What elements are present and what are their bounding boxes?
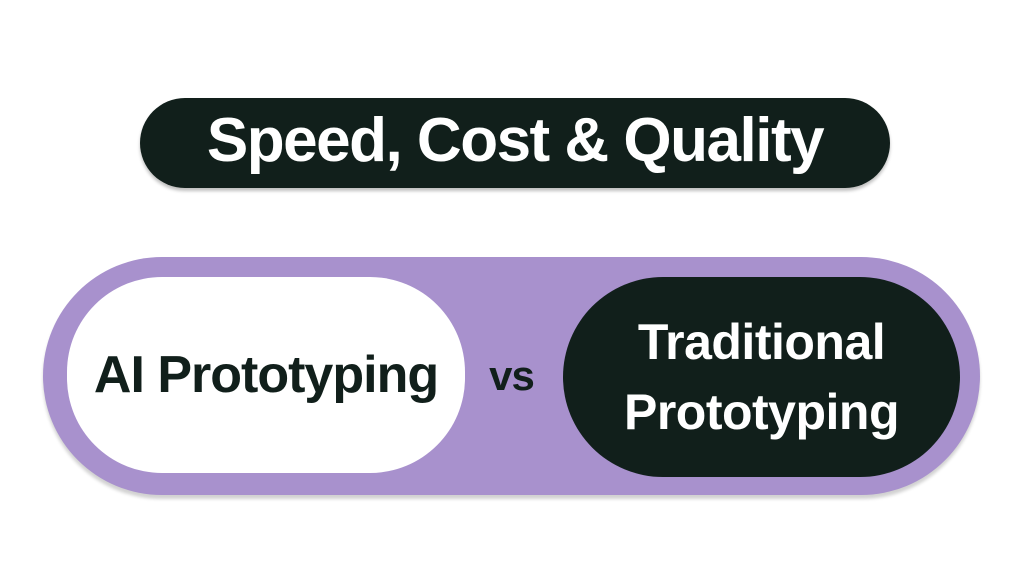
option-traditional-prototyping: Traditional Prototyping bbox=[563, 277, 960, 477]
title-text: Speed, Cost & Quality bbox=[206, 106, 825, 175]
vs-label: vs bbox=[489, 352, 535, 399]
comparison-container: AI Prototyping vs Traditional Prototypin… bbox=[43, 257, 980, 495]
traditional-prototyping-label: Traditional Prototyping bbox=[623, 314, 900, 440]
title-banner: Speed, Cost & Quality bbox=[140, 98, 890, 188]
option-ai-prototyping: AI Prototyping bbox=[67, 277, 465, 473]
ai-prototyping-label: AI Prototyping bbox=[93, 346, 439, 404]
